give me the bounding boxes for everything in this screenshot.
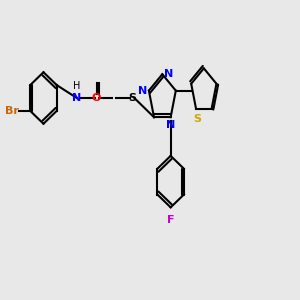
Text: N: N (138, 85, 147, 96)
Text: O: O (92, 93, 101, 103)
Text: N: N (166, 120, 175, 130)
Text: F: F (167, 215, 174, 225)
Text: N: N (164, 69, 173, 79)
Text: S: S (128, 93, 136, 103)
Text: S: S (194, 114, 202, 124)
Text: H: H (74, 81, 81, 91)
Text: N: N (72, 93, 81, 103)
Text: Br: Br (4, 106, 18, 116)
